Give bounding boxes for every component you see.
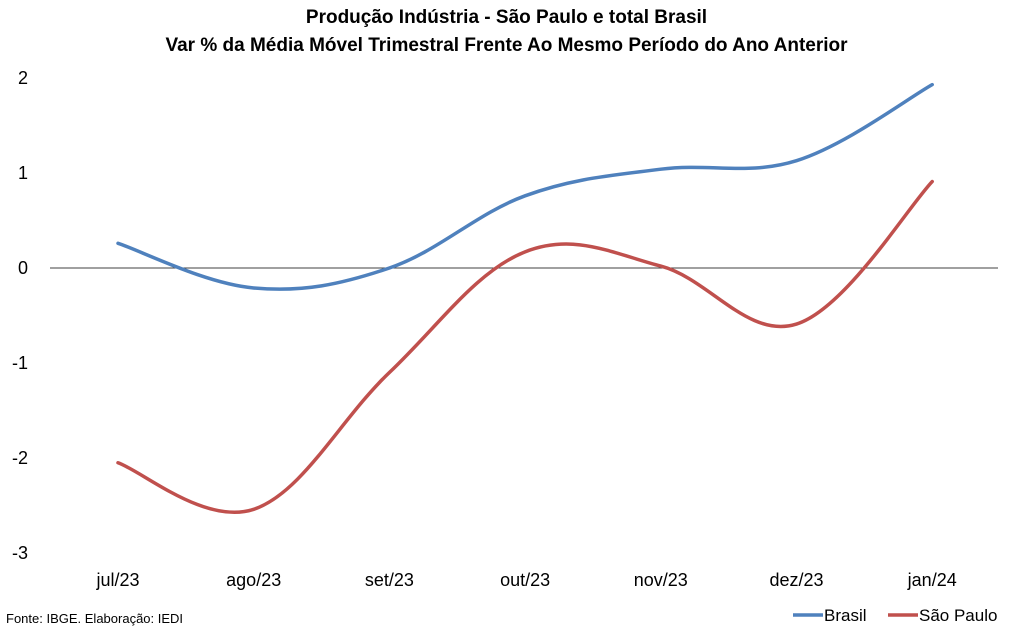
x-tick-label: out/23 bbox=[500, 570, 550, 590]
x-tick-label: jan/24 bbox=[907, 570, 957, 590]
source-note: Fonte: IBGE. Elaboração: IEDI bbox=[6, 611, 184, 626]
legend-label: São Paulo bbox=[919, 606, 997, 625]
x-tick-label: dez/23 bbox=[769, 570, 823, 590]
series-line-1 bbox=[116, 179, 934, 514]
y-tick-label: -1 bbox=[12, 353, 28, 373]
y-tick-label: 0 bbox=[18, 258, 28, 278]
y-tick-label: 2 bbox=[18, 68, 28, 88]
series-line-0 bbox=[116, 82, 934, 291]
chart-subtitle: Var % da Média Móvel Trimestral Frente A… bbox=[165, 35, 848, 56]
y-tick-label: -2 bbox=[12, 448, 28, 468]
y-tick-label: 1 bbox=[18, 163, 28, 183]
chart-title: Produção Indústria - São Paulo e total B… bbox=[305, 7, 708, 28]
x-tick-label: ago/23 bbox=[226, 570, 281, 590]
y-tick-label: -3 bbox=[12, 543, 28, 563]
x-tick-label: set/23 bbox=[365, 570, 414, 590]
x-tick-label: jul/23 bbox=[95, 570, 139, 590]
x-tick-label: nov/23 bbox=[634, 570, 688, 590]
legend-label: Brasil bbox=[824, 606, 867, 625]
